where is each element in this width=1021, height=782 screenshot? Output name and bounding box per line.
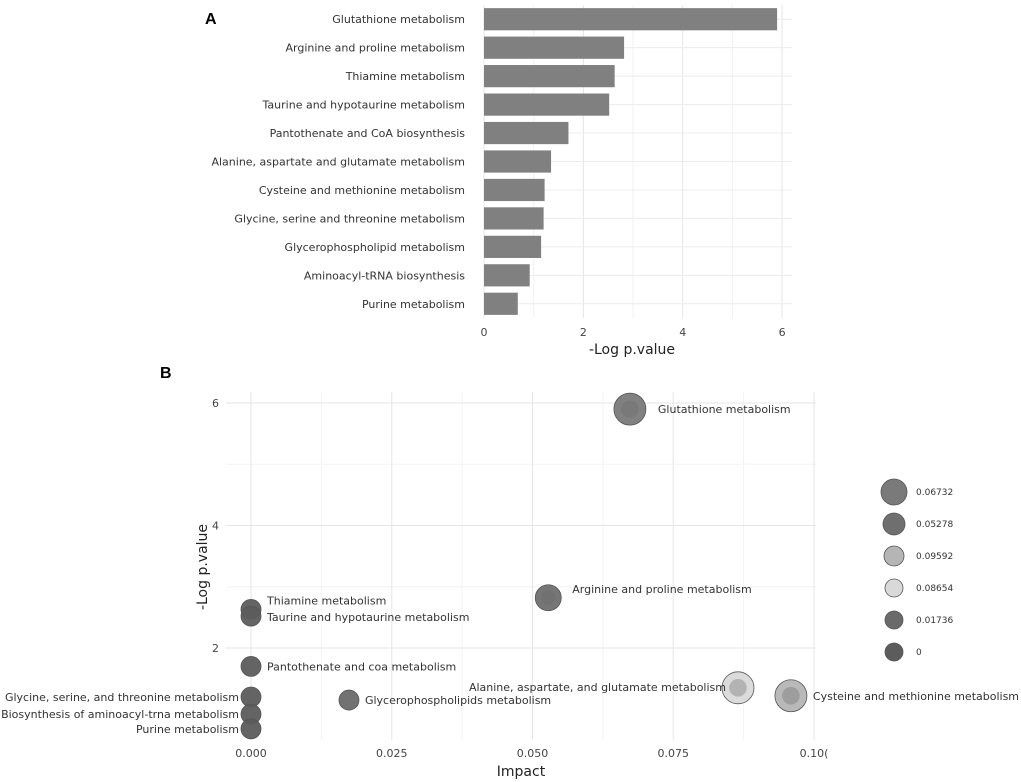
bar-chart-bars xyxy=(484,8,778,315)
legend-swatch xyxy=(880,478,908,506)
bar xyxy=(484,178,545,202)
scatter-point xyxy=(774,679,808,713)
scatter-point xyxy=(240,718,262,740)
scatter-point-label: Alanine, aspartate, and glutamate metabo… xyxy=(469,681,726,694)
bar-category-label: Taurine and hypotaurine metabolism xyxy=(262,99,465,112)
bar-chart-x-tick-label: 2 xyxy=(580,326,587,339)
scatter-chart-panel: Glutathione metabolism Arginine and proli… xyxy=(1,392,1019,780)
bar-category-label: Aminoacyl-tRNA biosynthesis xyxy=(304,269,465,282)
bar-category-label: Alanine, aspartate and glutamate metabol… xyxy=(211,156,465,169)
bar xyxy=(484,150,552,173)
bar-category-label: Purine metabolism xyxy=(362,298,465,311)
scatter-chart-legend: 0.06732 0.05278 0.09592 0.08654 0.01736 0 xyxy=(880,478,953,662)
scatter-point xyxy=(338,689,360,711)
bar xyxy=(484,292,518,315)
scatter-point xyxy=(240,605,262,627)
scatter-chart-points xyxy=(240,392,808,740)
scatter-chart-x-axis-title: Impact xyxy=(497,764,546,780)
scatter-chart-grid xyxy=(226,392,816,740)
legend-swatch xyxy=(884,642,904,662)
bar-category-label: Glycine, serine and threonine metabolism xyxy=(234,212,465,225)
scatter-chart-y-axis-title: -Log p.value xyxy=(195,524,211,610)
panel-label-a: A xyxy=(205,11,217,28)
scatter-x-tick-label: 0.000 xyxy=(235,747,267,760)
scatter-point-label: Thiamine metabolism xyxy=(266,594,386,607)
scatter-point-label: Taurine and hypotaurine metabolism xyxy=(266,611,469,624)
bar-chart-category-labels: Glutathione metabolism Arginine and proli… xyxy=(211,13,465,311)
legend-swatch xyxy=(884,610,904,630)
bar-chart-panel: Glutathione metabolism Arginine and proli… xyxy=(211,5,792,358)
scatter-point-core xyxy=(541,590,556,605)
bar xyxy=(484,235,542,258)
legend-swatch xyxy=(882,512,906,536)
legend-label: 0.08654 xyxy=(916,584,953,594)
bar-category-label: Arginine and proline metabolism xyxy=(286,42,466,55)
scatter-point-label: Glutathione metabolism xyxy=(658,403,791,416)
bar-chart-x-tick-label: 4 xyxy=(679,326,686,339)
scatter-chart-tick-labels: 0.000 0.025 0.050 0.075 0.10( 2 4 6 xyxy=(212,397,828,760)
scatter-point-label: Purine metabolism xyxy=(136,723,239,736)
scatter-x-tick-label: 0.10( xyxy=(800,747,829,760)
scatter-point-label: Arginine and proline metabolism xyxy=(572,583,752,596)
bar-category-label: Thiamine metabolism xyxy=(345,70,465,83)
scatter-point-core xyxy=(782,686,800,705)
panel-label-b: B xyxy=(160,365,172,382)
bar-category-label: Pantothenate and CoA biosynthesis xyxy=(270,127,466,140)
bar-chart-x-tick-label: 0 xyxy=(481,326,488,339)
bar xyxy=(484,65,615,88)
scatter-point xyxy=(721,671,755,705)
scatter-point-label: Biosynthesis of aminoacyl-trna metabolis… xyxy=(1,708,239,721)
bar xyxy=(484,93,610,116)
scatter-y-tick-label: 4 xyxy=(212,520,219,533)
bar-category-label: Cysteine and methionine metabolism xyxy=(259,184,465,197)
scatter-x-tick-label: 0.050 xyxy=(517,747,549,760)
bar-category-label: Glutathione metabolism xyxy=(332,13,465,26)
scatter-point-label: Cysteine and methionine metabolism xyxy=(813,690,1019,703)
scatter-point-core xyxy=(621,400,639,418)
scatter-chart-point-labels: Glutathione metabolism Arginine and proli… xyxy=(1,403,1019,736)
scatter-y-tick-label: 6 xyxy=(212,397,219,410)
scatter-point xyxy=(240,655,262,677)
bar xyxy=(484,36,625,59)
bar xyxy=(484,8,778,31)
scatter-point xyxy=(534,584,562,612)
scatter-point-label: Pantothenate and coa metabolism xyxy=(267,660,456,673)
legend-label: 0.01736 xyxy=(916,616,953,626)
scatter-y-tick-label: 2 xyxy=(212,642,219,655)
bar-chart-x-axis-title: -Log p.value xyxy=(589,342,675,358)
scatter-point xyxy=(613,392,647,426)
legend-swatch xyxy=(884,578,904,598)
scatter-x-tick-label: 0.075 xyxy=(658,747,690,760)
scatter-point-core xyxy=(729,679,747,697)
legend-swatch xyxy=(883,545,905,567)
scatter-point-label: Glycine, serine, and threonine metabolis… xyxy=(5,691,239,704)
bar xyxy=(484,121,569,145)
legend-label: 0 xyxy=(916,648,922,658)
scatter-point-label: Glycerophospholipids metabolism xyxy=(365,694,551,707)
bar-chart-x-tick-label: 6 xyxy=(779,326,786,339)
bar xyxy=(484,264,530,287)
scatter-x-tick-label: 0.025 xyxy=(376,747,408,760)
bar xyxy=(484,207,544,230)
legend-label: 0.05278 xyxy=(916,520,953,530)
bar-category-label: Glycerophospholipid metabolism xyxy=(285,241,465,254)
legend-label: 0.09592 xyxy=(916,552,953,562)
bar-chart-tick-labels: 0 2 4 6 xyxy=(481,326,786,339)
legend-label: 0.06732 xyxy=(916,488,953,498)
